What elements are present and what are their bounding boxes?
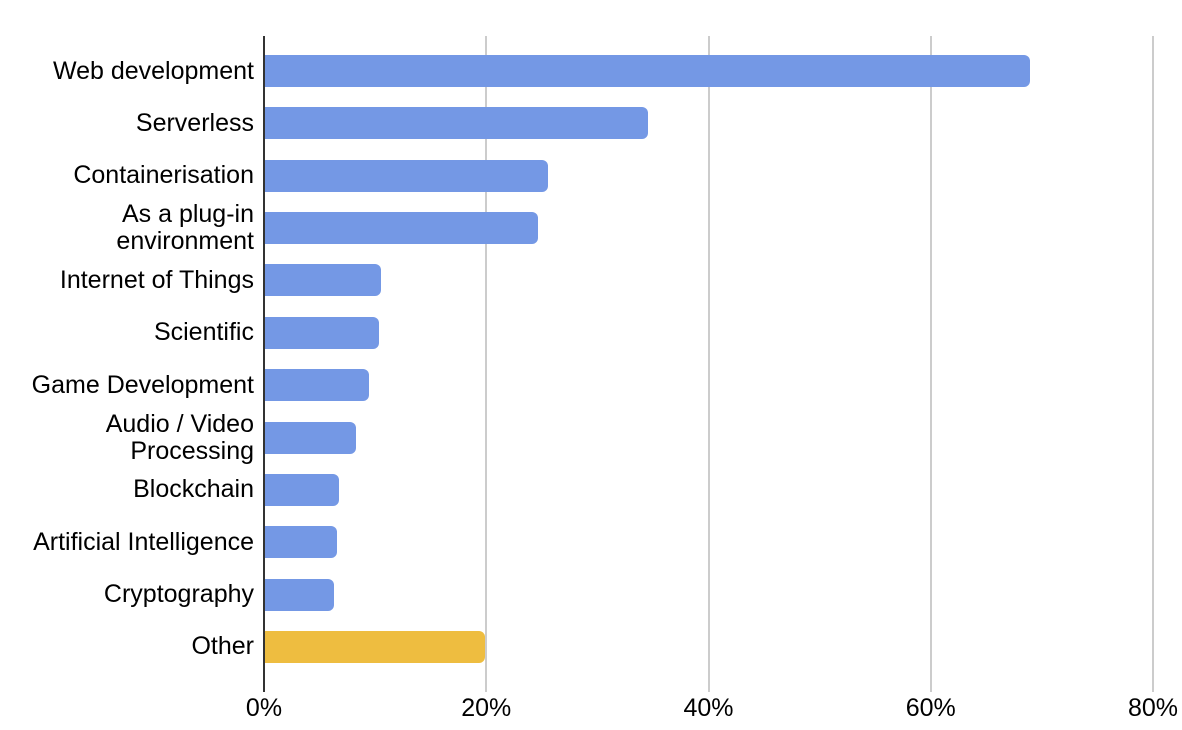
- bar: [265, 107, 649, 140]
- gridline: [707, 36, 710, 692]
- x-tick-label: 60%: [905, 694, 956, 722]
- bar: [265, 55, 1030, 87]
- category-label: Audio / Video Processing: [105, 409, 254, 465]
- gridline: [1152, 36, 1154, 692]
- bar: [265, 578, 334, 611]
- bar: [265, 421, 357, 454]
- bar: [265, 369, 370, 402]
- category-label: Cryptography: [103, 580, 254, 609]
- bar: [265, 316, 380, 349]
- x-tick-label: 80%: [1127, 694, 1179, 722]
- bar: [265, 473, 340, 506]
- x-tick-label: 0%: [245, 694, 283, 722]
- axis-line: [263, 36, 265, 692]
- gridline: [929, 36, 932, 692]
- category-label: Serverless: [135, 108, 254, 137]
- category-label: Containerisation: [73, 161, 254, 190]
- bar: [265, 159, 549, 192]
- bar: [265, 526, 338, 559]
- category-label: As a plug-in environment: [116, 200, 254, 256]
- bar: [265, 212, 539, 245]
- category-label: Game Development: [31, 370, 254, 399]
- gridline: [485, 36, 488, 692]
- category-label: Web development: [52, 56, 254, 85]
- x-tick-label: 40%: [683, 694, 734, 722]
- bar: [265, 630, 486, 663]
- bar: [265, 264, 381, 297]
- category-label: Scientific: [153, 318, 254, 347]
- x-tick-label: 20%: [461, 694, 512, 722]
- category-label: Blockchain: [133, 475, 254, 504]
- category-label: Other: [191, 632, 254, 661]
- category-label: Artificial Intelligence: [33, 527, 254, 556]
- category-label: Internet of Things: [59, 265, 254, 294]
